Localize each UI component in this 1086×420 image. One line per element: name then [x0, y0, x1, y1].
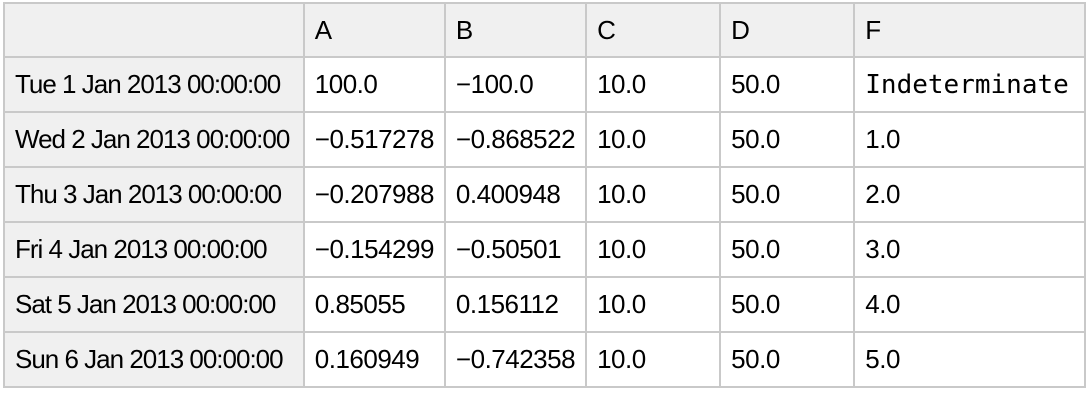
table-cell: −0.517278: [302, 111, 446, 168]
table-cell: 0.156112: [443, 276, 588, 333]
table-cell: 50.0: [719, 221, 856, 278]
row-index-cell: Tue 1 Jan 2013 00:00:00: [3, 56, 305, 113]
table-cell: 5.0: [853, 331, 1086, 388]
index-column-header: [3, 2, 305, 58]
row-index-cell: Sat 5 Jan 2013 00:00:00: [3, 276, 305, 333]
table-row: Tue 1 Jan 2013 00:00:00 100.0 −100.0 10.0 50…: [3, 56, 1086, 113]
table-cell: 0.160949: [302, 331, 446, 388]
table-row: Sat 5 Jan 2013 00:00:00 0.85055 0.156112 10…: [3, 276, 1086, 333]
table-cell: −0.154299: [302, 221, 446, 278]
table-cell: 100.0: [302, 56, 446, 113]
table-cell: 10.0: [585, 331, 722, 388]
table-row: Sun 6 Jan 2013 00:00:00 0.160949 −0.742358…: [3, 331, 1086, 388]
table-cell: 3.0: [853, 221, 1086, 278]
column-header-c: C: [585, 2, 722, 58]
table-cell: 50.0: [719, 166, 856, 223]
row-index-cell: Sun 6 Jan 2013 00:00:00: [3, 331, 305, 388]
table-cell: 50.0: [719, 276, 856, 333]
table-cell: 1.0: [853, 111, 1086, 168]
table-cell: 10.0: [585, 111, 722, 168]
table-body: Tue 1 Jan 2013 00:00:00 100.0 −100.0 10.0 50…: [3, 56, 1086, 388]
row-index-cell: Thu 3 Jan 2013 00:00:00: [3, 166, 305, 223]
table-row: Thu 3 Jan 2013 00:00:00 −0.207988 0.400948…: [3, 166, 1086, 223]
row-index-cell: Fri 4 Jan 2013 00:00:00: [3, 221, 305, 278]
table-cell: 10.0: [585, 56, 722, 113]
table-cell: −0.742358: [443, 331, 588, 388]
column-header-f: F: [853, 2, 1086, 58]
row-index-cell: Wed 2 Jan 2013 00:00:00: [3, 111, 305, 168]
table-row: Wed 2 Jan 2013 00:00:00 −0.517278 −0.86852…: [3, 111, 1086, 168]
table-cell: −100.0: [443, 56, 588, 113]
table-cell: 0.85055: [302, 276, 446, 333]
table-cell: −0.50501: [443, 221, 588, 278]
table-cell: 10.0: [585, 276, 722, 333]
column-header-b: B: [443, 2, 588, 58]
column-header-d: D: [719, 2, 856, 58]
table-cell: 2.0: [853, 166, 1086, 223]
table-cell: 4.0: [853, 276, 1086, 333]
table-cell: −0.207988: [302, 166, 446, 223]
table-cell: 50.0: [719, 56, 856, 113]
table-cell: 50.0: [719, 331, 856, 388]
table-row: Fri 4 Jan 2013 00:00:00 −0.154299 −0.50501…: [3, 221, 1086, 278]
table-cell: 0.400948: [443, 166, 588, 223]
table-cell: 10.0: [585, 221, 722, 278]
table-cell: Indeterminate: [853, 56, 1086, 113]
table-cell: 50.0: [719, 111, 856, 168]
column-header-a: A: [302, 2, 446, 58]
table-cell: 10.0: [585, 166, 722, 223]
table-cell: −0.868522: [443, 111, 588, 168]
